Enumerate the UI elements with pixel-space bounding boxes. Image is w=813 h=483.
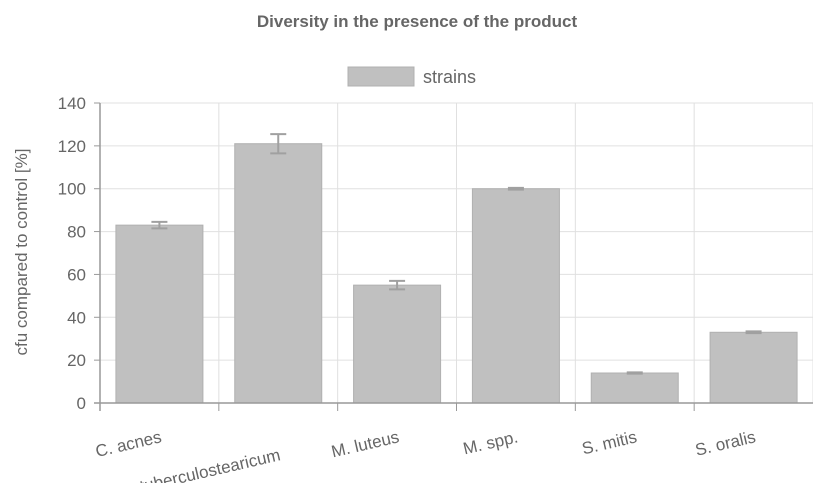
bars xyxy=(115,143,798,404)
bar-0[interactable] xyxy=(115,224,204,404)
y-tick-label-20: 20 xyxy=(67,351,86,370)
x-tick-label-0: C. acnes xyxy=(94,427,164,461)
y-tick-label-140: 140 xyxy=(58,94,86,113)
error-bar-5 xyxy=(745,330,762,335)
bar-3[interactable] xyxy=(471,188,560,404)
legend-label-strains: strains xyxy=(423,67,476,87)
x-tick-label-3: M. spp. xyxy=(461,427,520,458)
x-tick-label-4: S. mitis xyxy=(580,427,639,458)
y-axis-label: cfu compared to control [%] xyxy=(12,149,31,356)
y-tick-label-120: 120 xyxy=(58,137,86,156)
legend[interactable]: strains xyxy=(347,66,476,87)
x-tick-label-2: M. luteus xyxy=(329,427,400,461)
bar-5[interactable] xyxy=(709,331,798,404)
chart-title: Diversity in the presence of the product xyxy=(257,12,578,31)
axes xyxy=(94,102,813,411)
error-bar-4 xyxy=(626,371,643,375)
x-tick-label-5: S. oralis xyxy=(693,427,757,459)
y-tick-labels: 0 20 40 60 80 100 120 140 xyxy=(58,94,86,413)
error-bar-1 xyxy=(270,133,287,155)
y-tick-label-60: 60 xyxy=(67,265,86,284)
bar-2[interactable] xyxy=(353,284,442,404)
bar-4[interactable] xyxy=(590,372,679,404)
bar-1[interactable] xyxy=(234,143,323,404)
legend-swatch-strains xyxy=(347,66,415,87)
error-bar-0 xyxy=(151,220,168,230)
y-tick-label-40: 40 xyxy=(67,308,86,327)
error-bar-2 xyxy=(389,279,406,291)
x-tick-label-1: C. tuberculostearicum xyxy=(117,445,282,483)
error-bar-3 xyxy=(507,186,524,191)
y-tick-label-100: 100 xyxy=(58,180,86,199)
y-tick-label-0: 0 xyxy=(77,394,86,413)
y-tick-label-80: 80 xyxy=(67,223,86,242)
error-bars xyxy=(151,133,762,375)
grid xyxy=(100,102,813,404)
